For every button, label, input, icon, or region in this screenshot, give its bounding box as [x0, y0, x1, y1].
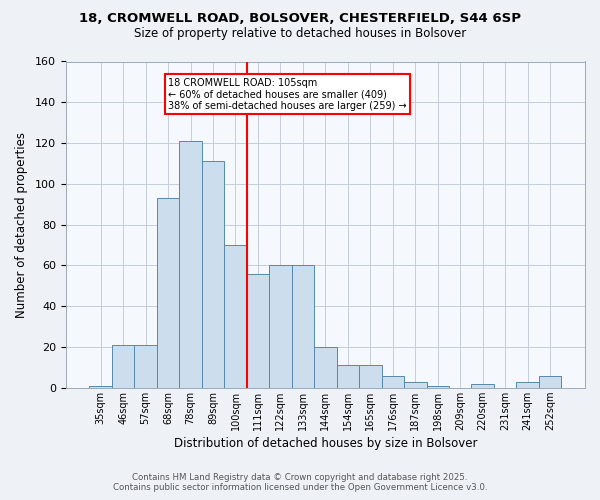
Bar: [112, 345, 134, 388]
Bar: [157, 198, 179, 388]
Bar: [427, 386, 449, 388]
Bar: [292, 266, 314, 388]
Bar: [337, 366, 359, 388]
Bar: [179, 141, 202, 388]
Bar: [517, 382, 539, 388]
Text: 18 CROMWELL ROAD: 105sqm
← 60% of detached houses are smaller (409)
38% of semi-: 18 CROMWELL ROAD: 105sqm ← 60% of detach…: [168, 78, 407, 111]
Bar: [539, 376, 562, 388]
Y-axis label: Number of detached properties: Number of detached properties: [15, 132, 28, 318]
Text: 18, CROMWELL ROAD, BOLSOVER, CHESTERFIELD, S44 6SP: 18, CROMWELL ROAD, BOLSOVER, CHESTERFIEL…: [79, 12, 521, 26]
Bar: [202, 162, 224, 388]
Bar: [269, 266, 292, 388]
Bar: [224, 245, 247, 388]
Bar: [404, 382, 427, 388]
Bar: [134, 345, 157, 388]
Bar: [472, 384, 494, 388]
Bar: [247, 274, 269, 388]
Bar: [314, 347, 337, 388]
X-axis label: Distribution of detached houses by size in Bolsover: Distribution of detached houses by size …: [173, 437, 477, 450]
Text: Contains HM Land Registry data © Crown copyright and database right 2025.
Contai: Contains HM Land Registry data © Crown c…: [113, 473, 487, 492]
Bar: [382, 376, 404, 388]
Bar: [359, 366, 382, 388]
Text: Size of property relative to detached houses in Bolsover: Size of property relative to detached ho…: [134, 28, 466, 40]
Bar: [89, 386, 112, 388]
